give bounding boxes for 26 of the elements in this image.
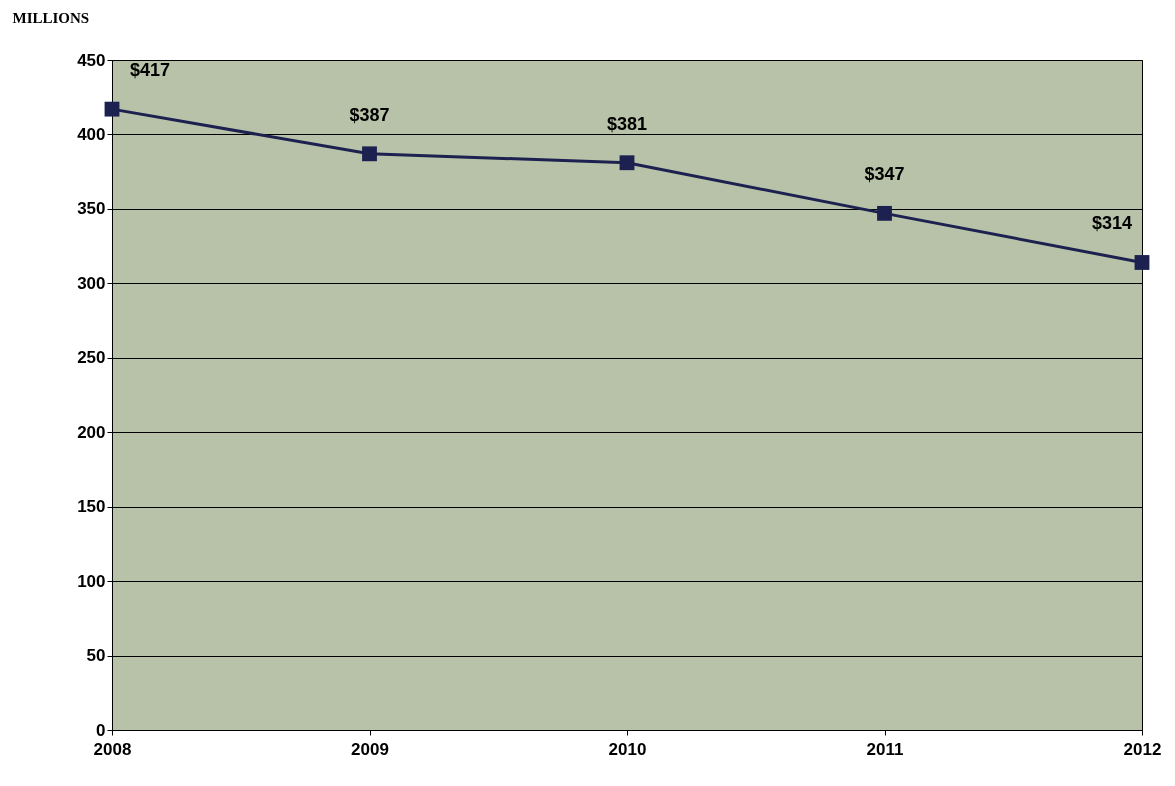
y-tick-label: 350: [77, 199, 106, 219]
data-label: $381: [606, 113, 648, 134]
y-tick-label: 400: [77, 124, 106, 144]
point: [104, 101, 120, 117]
x-tick-label: 2010: [608, 739, 647, 759]
data-label: $347: [864, 164, 905, 185]
y-tick-label: 0: [96, 720, 106, 740]
y-tick-label: 250: [77, 348, 106, 368]
point: [362, 146, 377, 162]
point: [1134, 255, 1150, 270]
point: [877, 205, 892, 221]
y-tick-label: 300: [77, 273, 106, 293]
y-axis-title: MILLIONS: [12, 9, 90, 26]
data-label: $387: [349, 104, 390, 125]
x-tick-label: 2009: [351, 739, 389, 759]
x-tick-label: 2011: [866, 739, 904, 759]
y-tick-label: 450: [77, 50, 106, 70]
x-tick-label: 2012: [1123, 739, 1162, 759]
y-tick-label: 150: [77, 497, 106, 517]
y-tick-label: 50: [86, 646, 106, 666]
y-tick-label: 200: [77, 422, 106, 442]
data-label: $417: [130, 60, 171, 81]
data-label: $314: [1091, 213, 1132, 234]
x-tick-label: 2008: [93, 739, 132, 759]
point: [619, 155, 635, 171]
y-tick-label: 100: [77, 571, 106, 591]
